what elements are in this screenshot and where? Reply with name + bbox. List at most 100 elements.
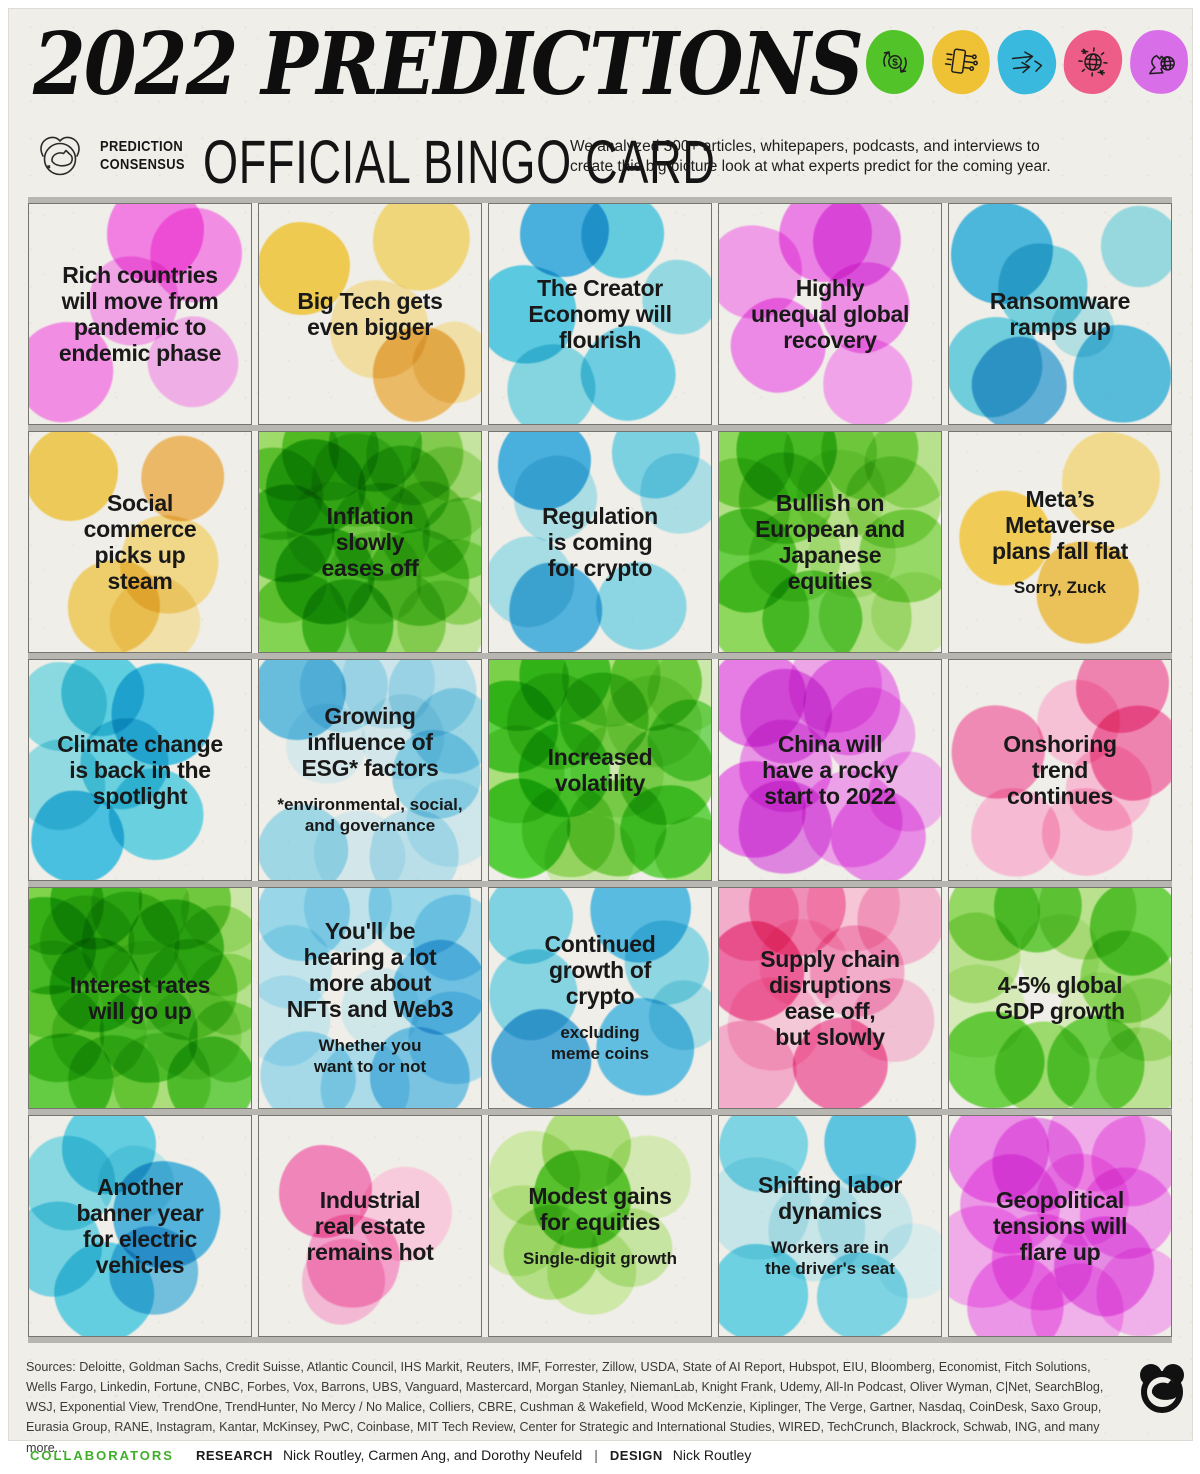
prediction-label: Shifting labor dynamics [757,1172,902,1225]
grid-row-separator [28,425,1172,431]
consensus-dots [719,204,941,424]
bingo-cell-r2c5: Meta’s Metaverse plans fall flat Sorry, Z… [948,431,1172,653]
bingo-cell-r1c3: The Creator Economy will flourish [488,203,712,425]
prediction-text: You'll be hearing a lot more about NFTs … [259,888,481,1108]
prediction-label: You'll be hearing a lot more about NFTs … [286,918,454,1023]
consensus-dots [719,660,941,880]
bingo-cell-r4c3: Continued growth of crypto excluding meme… [488,887,712,1109]
research-label: RESEARCH [195,1448,273,1463]
grid-row-separator [28,197,1172,203]
prediction-label: Regulation is coming for crypto [542,503,658,581]
brand-line-1: PREDICTION [100,138,184,155]
prediction-text: Onshoring trend continues [949,660,1171,880]
prediction-text: Social commerce picks up steam [29,432,251,652]
prediction-text: Supply chain disruptions ease off, but s… [719,888,941,1108]
fast-forward-arrows-icon [994,27,1060,97]
brand-name: PREDICTION CONSENSUS [100,138,185,173]
prediction-sublabel: Single-digit growth [523,1248,677,1268]
main-title: 2022 PREDICTIONS [33,14,864,115]
prediction-label: Highly unequal global recovery [750,275,910,353]
grid-row-separator [28,653,1172,659]
card-subtitle: OFFICIAL BINGO CARD [203,128,716,197]
bingo-cell-r1c1: Rich countries will move from pandemic t… [28,203,252,425]
prediction-text: Regulation is coming for crypto [489,432,711,652]
bingo-cell-r3c3: Increased volatility [488,659,712,881]
consensus-dots [29,1116,251,1336]
prediction-text: Climate change is back in the spotlight [29,660,251,880]
divider: | [594,1447,598,1463]
prediction-text: 4-5% global GDP growth [949,888,1171,1108]
prediction-sublabel: excluding meme coins [550,1023,650,1064]
bingo-row-4: Interest rates will go up You'll be heari… [28,887,1172,1109]
design-names: Nick Routley [672,1447,752,1463]
prediction-text: Bullish on European and Japanese equitie… [719,432,941,652]
consensus-dots [259,888,481,1108]
prediction-label: Modest gains for equities [528,1182,672,1235]
prediction-label: Inflation slowly eases off [321,503,419,581]
prediction-text: Increased volatility [489,660,711,880]
consensus-dots [949,1116,1171,1336]
bingo-cell-r5c5: Geopolitical tensions will flare up [948,1115,1172,1337]
consensus-dots [719,432,941,652]
consensus-dots [949,204,1171,424]
prediction-sublabel: Workers are in the driver's seat [765,1238,895,1279]
prediction-label: Geopolitical tensions will flare up [992,1187,1128,1265]
prediction-label: The Creator Economy will flourish [528,275,672,353]
consensus-dots [259,432,481,652]
prediction-label: Climate change is back in the spotlight [57,731,223,809]
consensus-dot [29,432,118,521]
bingo-cell-r2c2: Inflation slowly eases off [258,431,482,653]
consensus-dots [29,204,251,424]
bingo-cell-r3c2: Growing influence of ESG* factors *enviro… [258,659,482,881]
prediction-text: Continued growth of crypto excluding meme… [489,888,711,1108]
consensus-dots [29,660,251,880]
consensus-dots [259,1116,481,1336]
bingo-cell-r4c5: 4-5% global GDP growth [948,887,1172,1109]
consensus-dots [489,1116,711,1336]
prediction-label: Onshoring trend continues [1003,731,1117,809]
prediction-label: Growing influence of ESG* factors [301,703,439,782]
prediction-label: Increased volatility [547,744,653,796]
bingo-row-5: Another banner year for electric vehicle… [28,1115,1172,1337]
consensus-dots [29,432,251,652]
research-names: Nick Routley, Carmen Ang, and Dorothy Ne… [282,1447,583,1463]
prediction-label: Social commerce picks up steam [83,490,197,594]
prediction-label: Another banner year for electric vehicle… [76,1174,204,1278]
bingo-grid: Rich countries will move from pandemic t… [28,197,1172,1343]
prediction-label: China will have a rocky start to 2022 [762,731,898,809]
prediction-label: Supply chain disruptions ease off, but s… [760,946,900,1050]
design-label: DESIGN [609,1448,663,1463]
bingo-cell-r1c2: Big Tech gets even bigger [258,203,482,425]
consensus-dots [489,432,711,652]
collaborators-line: COLLABORATORS RESEARCH Nick Routley, Car… [30,1447,751,1463]
bingo-cell-r2c1: Social commerce picks up steam [28,431,252,653]
bingo-cell-r5c4: Shifting labor dynamics Workers are in th… [718,1115,942,1337]
prediction-label: Meta’s Metaverse plans fall flat [991,485,1129,564]
prediction-label: Ransomware ramps up [989,288,1131,340]
consensus-dots [489,888,711,1108]
bingo-cell-r3c1: Climate change is back in the spotlight [28,659,252,881]
prediction-text: Shifting labor dynamics Workers are in th… [719,1116,941,1336]
consensus-dots [29,888,251,1108]
prediction-sublabel: *environmental, social, and governance [277,795,463,836]
sources-text: Sources: Deloitte, Goldman Sachs, Credit… [26,1360,1104,1455]
bingo-cell-r1c5: Ransomware ramps up [948,203,1172,425]
consensus-dots [949,888,1171,1108]
bingo-cell-r2c3: Regulation is coming for crypto [488,431,712,653]
grid-row-separator [28,1337,1172,1343]
bingo-cell-r5c2: Industrial real estate remains hot [258,1115,482,1337]
prediction-text: The Creator Economy will flourish [489,204,711,424]
prediction-text: Industrial real estate remains hot [259,1116,481,1336]
consensus-dots [719,888,941,1108]
consensus-dot [259,221,351,315]
bingo-cell-r2c4: Bullish on European and Japanese equitie… [718,431,942,653]
consensus-dots [719,1116,941,1336]
consensus-dots [489,660,711,880]
bingo-cell-r4c2: You'll be hearing a lot more about NFTs … [258,887,482,1109]
prediction-label: Big Tech gets even bigger [297,288,443,340]
consensus-dots [489,204,711,424]
bingo-cell-r5c1: Another banner year for electric vehicle… [28,1115,252,1337]
prediction-label: Interest rates will go up [69,972,211,1024]
bingo-cell-r3c4: China will have a rocky start to 2022 [718,659,942,881]
prediction-consensus-logo [28,128,92,189]
